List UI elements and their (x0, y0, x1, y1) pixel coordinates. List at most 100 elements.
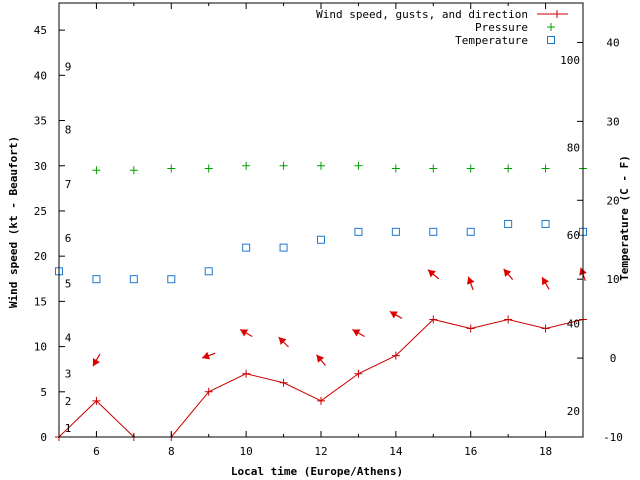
temperature-point (279, 243, 288, 252)
fahrenheit-label: 80 (567, 141, 580, 154)
temperature-point (242, 243, 251, 252)
beaufort-label: 9 (65, 60, 72, 73)
wind-speed-point (354, 369, 363, 378)
pressure-point (129, 166, 138, 175)
y2-axis-label: Temperature (C - F) (618, 155, 631, 281)
y-tick-label: 15 (34, 295, 47, 308)
wind-arrow-head (92, 358, 100, 367)
y2-tick-label: 20 (606, 194, 619, 207)
wind-arrow-head (466, 276, 475, 285)
wind-speed-point (204, 387, 213, 396)
wind-direction-arrow (352, 329, 365, 338)
fahrenheit-label: 40 (567, 317, 580, 330)
temperature-point (92, 275, 101, 284)
wind-direction-arrow (503, 268, 514, 280)
y-tick-label: 45 (34, 24, 47, 37)
wind-direction-arrow (427, 269, 440, 280)
y2-tick-label: 30 (606, 115, 619, 128)
wind-speed-line (58, 318, 584, 438)
wind-speed-point (466, 324, 475, 333)
y2-tick-label: 40 (606, 36, 619, 49)
y-tick-label: 40 (34, 69, 47, 82)
x-tick-label: 12 (314, 445, 327, 458)
y-tick-label: 10 (34, 341, 47, 354)
wind-arrow-head (503, 268, 512, 277)
legend-label: Wind speed, gusts, and direction (316, 8, 528, 21)
wind-direction-arrow (389, 310, 403, 319)
pressure-point (466, 164, 475, 173)
temperature-point (391, 227, 400, 236)
y-tick-label: 30 (34, 160, 47, 173)
pressure-point (92, 166, 101, 175)
pressure-point (391, 164, 400, 173)
legend-label: Pressure (475, 21, 528, 34)
series-layer (55, 161, 587, 441)
temperature-point (354, 227, 363, 236)
temperature-point (541, 219, 550, 228)
wind-arrow-head (352, 329, 361, 337)
pressure-point (354, 161, 363, 170)
fahrenheit-label: 60 (567, 229, 580, 242)
beaufort-label: 4 (65, 332, 72, 345)
y2-tick-label: 0 (610, 352, 617, 365)
y-tick-label: 35 (34, 115, 47, 128)
wind-direction-arrow (541, 276, 550, 290)
beaufort-label: 8 (65, 124, 72, 137)
beaufort-label: 2 (65, 395, 72, 408)
wind-speed-point (504, 315, 513, 324)
temperature-point (167, 275, 176, 284)
beaufort-label: 6 (65, 232, 72, 245)
pressure-point (204, 164, 213, 173)
x-tick-label: 18 (539, 445, 552, 458)
wind-arrow-head (240, 329, 249, 337)
x-axis-label: Local time (Europe/Athens) (231, 465, 403, 478)
beaufort-label: 1 (65, 422, 72, 435)
y-tick-label: 5 (40, 386, 47, 399)
wind-direction-arrow (316, 354, 326, 366)
legend: Wind speed, gusts, and directionPressure… (316, 8, 568, 47)
beaufort-label: 3 (65, 368, 72, 381)
y-axis-label: Wind speed (kt - Beaufort) (7, 136, 20, 308)
wind-speed-point (279, 378, 288, 387)
temperature-point (504, 219, 513, 228)
y2-tick-label: -10 (603, 431, 623, 444)
temperature-point (429, 227, 438, 236)
pressure-point (167, 164, 176, 173)
wind-speed-point (391, 351, 400, 360)
wind-direction-arrow (201, 351, 216, 360)
y-tick-label: 0 (40, 431, 47, 444)
y-tick-label: 25 (34, 205, 47, 218)
wind-arrow-head (316, 354, 325, 363)
temperature-point (317, 235, 325, 244)
wind-arrow-head (278, 337, 287, 345)
wind-arrow-head (427, 269, 436, 278)
temperature-point (129, 275, 138, 284)
temperature-point (466, 227, 475, 236)
pressure-point (279, 161, 288, 170)
legend-label: Temperature (455, 34, 528, 47)
wind-direction-arrow (92, 353, 101, 367)
x-tick-label: 10 (240, 445, 253, 458)
fahrenheit-label: 100 (560, 54, 580, 67)
pressure-point (242, 161, 251, 170)
pressure-point (541, 164, 550, 173)
beaufort-label: 5 (65, 277, 72, 290)
beaufort-label: 7 (65, 178, 72, 191)
x-tick-label: 16 (464, 445, 477, 458)
wind-arrow-head (202, 351, 211, 360)
wind-speed-point (317, 396, 325, 405)
legend-marker (547, 23, 555, 31)
wind-arrow-head (542, 277, 550, 286)
x-tick-label: 14 (389, 445, 403, 458)
wind-speed-point (242, 369, 251, 378)
fahrenheit-label: 20 (567, 405, 580, 418)
wind-direction-arrow (278, 336, 289, 348)
pressure-point (504, 164, 513, 173)
x-tick-label: 6 (93, 445, 100, 458)
pressure-point (317, 161, 325, 170)
wind-direction-arrow (466, 276, 475, 291)
legend-marker (553, 10, 561, 18)
wind-speed-point (429, 315, 438, 324)
